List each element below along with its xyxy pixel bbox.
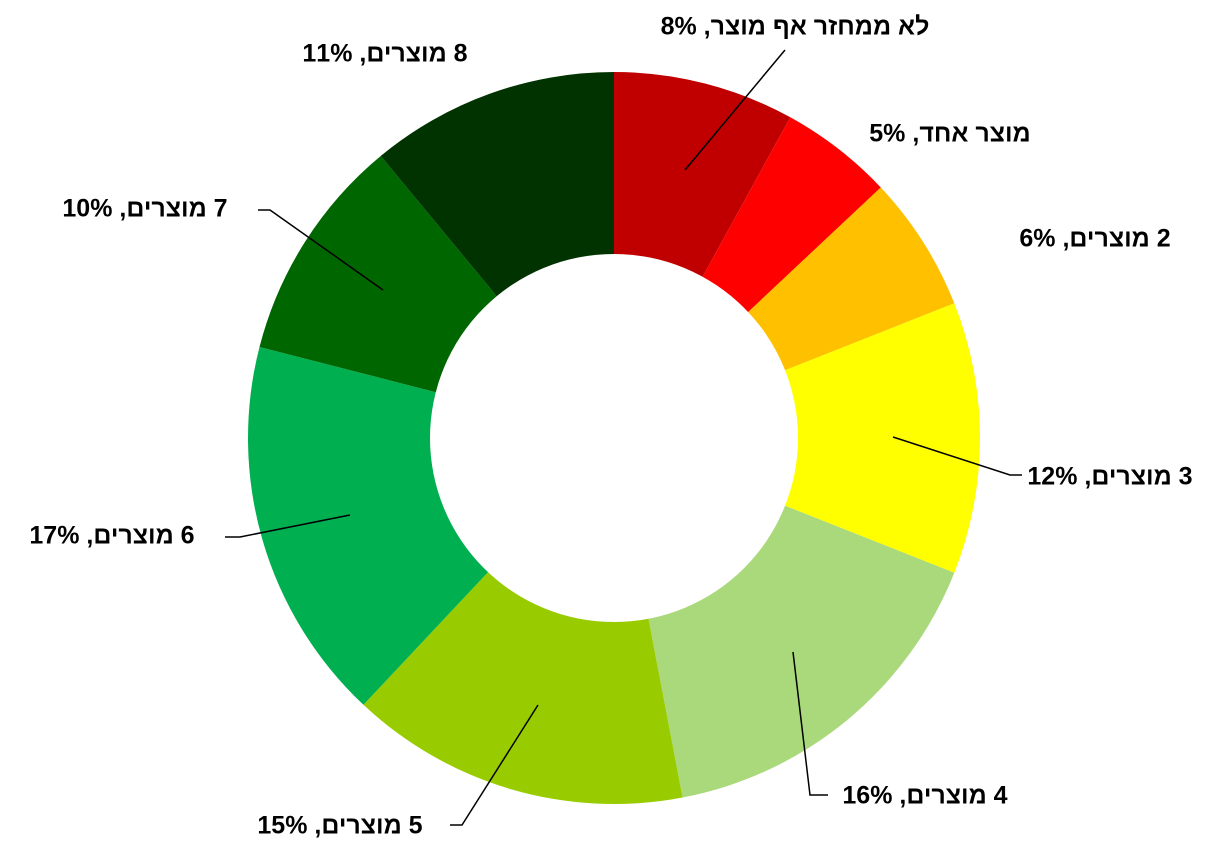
data-label: 6 מוצרים, 17% bbox=[29, 522, 194, 550]
center-hole bbox=[430, 254, 798, 622]
labels: לא ממחזר אף מוצר, 8% מוצר אחד, 5% 2 מוצרים… bbox=[29, 13, 1192, 840]
leader-line bbox=[450, 704, 539, 826]
data-label: 2 מוצרים, 6% bbox=[1019, 225, 1170, 253]
data-label: 3 מוצרים, 12% bbox=[1027, 463, 1192, 491]
leader-line bbox=[892, 436, 1022, 476]
data-label: 5 מוצרים, 15% bbox=[257, 812, 422, 840]
leader-line bbox=[258, 209, 384, 291]
data-label: לא ממחזר אף מוצר, 8% bbox=[661, 13, 930, 41]
leader-line bbox=[225, 514, 351, 538]
data-label: מוצר אחד, 5% bbox=[869, 120, 1030, 148]
leader-line bbox=[792, 651, 828, 796]
data-label: 8 מוצרים, 11% bbox=[302, 40, 467, 68]
leader-line bbox=[684, 49, 786, 171]
data-label: 7 מוצרים, 10% bbox=[62, 195, 227, 223]
data-label: 4 מוצרים, 16% bbox=[842, 782, 1007, 810]
